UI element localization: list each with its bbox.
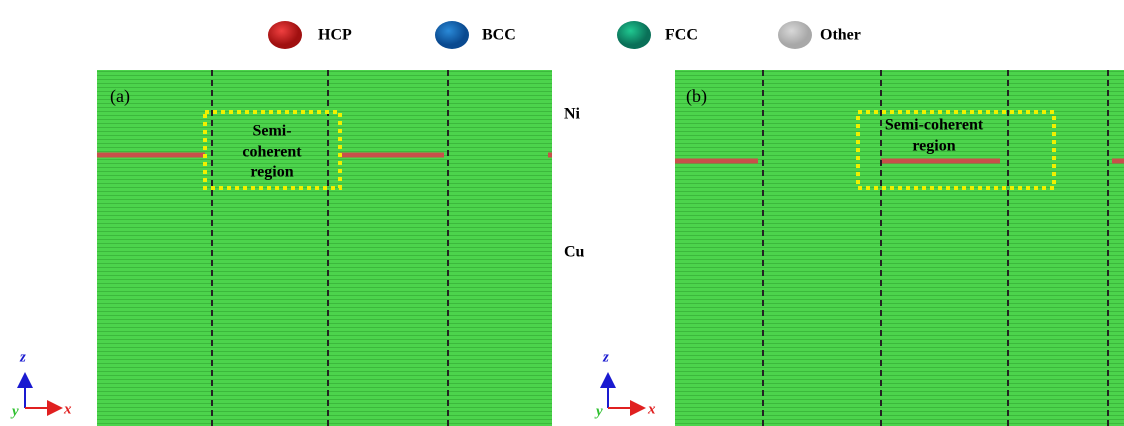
legend-label: BCC (482, 27, 516, 44)
legend-swatch (435, 21, 469, 49)
legend-label: HCP (318, 27, 352, 44)
annotation: Semi-coherent (885, 117, 984, 134)
figure: HCP BCC FCC Other (a) Semi- coherent reg… (0, 0, 1124, 426)
legend-label: Other (820, 27, 861, 44)
axis-label: z (602, 349, 609, 365)
annotation: coherent (242, 144, 302, 161)
panel-a: (a) Semi- coherent region Ni Cu z x y (10, 70, 585, 426)
legend-swatch (268, 21, 302, 49)
annotation: Semi- (252, 123, 291, 140)
panel-label: (a) (110, 86, 130, 107)
annotation: region (912, 138, 955, 155)
panel-label: (b) (686, 86, 707, 107)
axis-label: y (594, 403, 603, 419)
atoms (97, 70, 552, 426)
annotation: region (250, 164, 293, 181)
axis-label: z (19, 349, 26, 365)
axis-label: y (10, 403, 19, 419)
panel-b: (b) Semi-coherent region z x y (594, 70, 1124, 426)
layer-label: Cu (564, 244, 585, 261)
legend-swatch (617, 21, 651, 49)
layer-label: Ni (564, 106, 581, 123)
legend-label: FCC (665, 27, 698, 44)
axis-label: x (647, 401, 656, 417)
axis-label: x (63, 401, 72, 417)
legend: HCP BCC FCC Other (268, 21, 861, 49)
legend-swatch (778, 21, 812, 49)
